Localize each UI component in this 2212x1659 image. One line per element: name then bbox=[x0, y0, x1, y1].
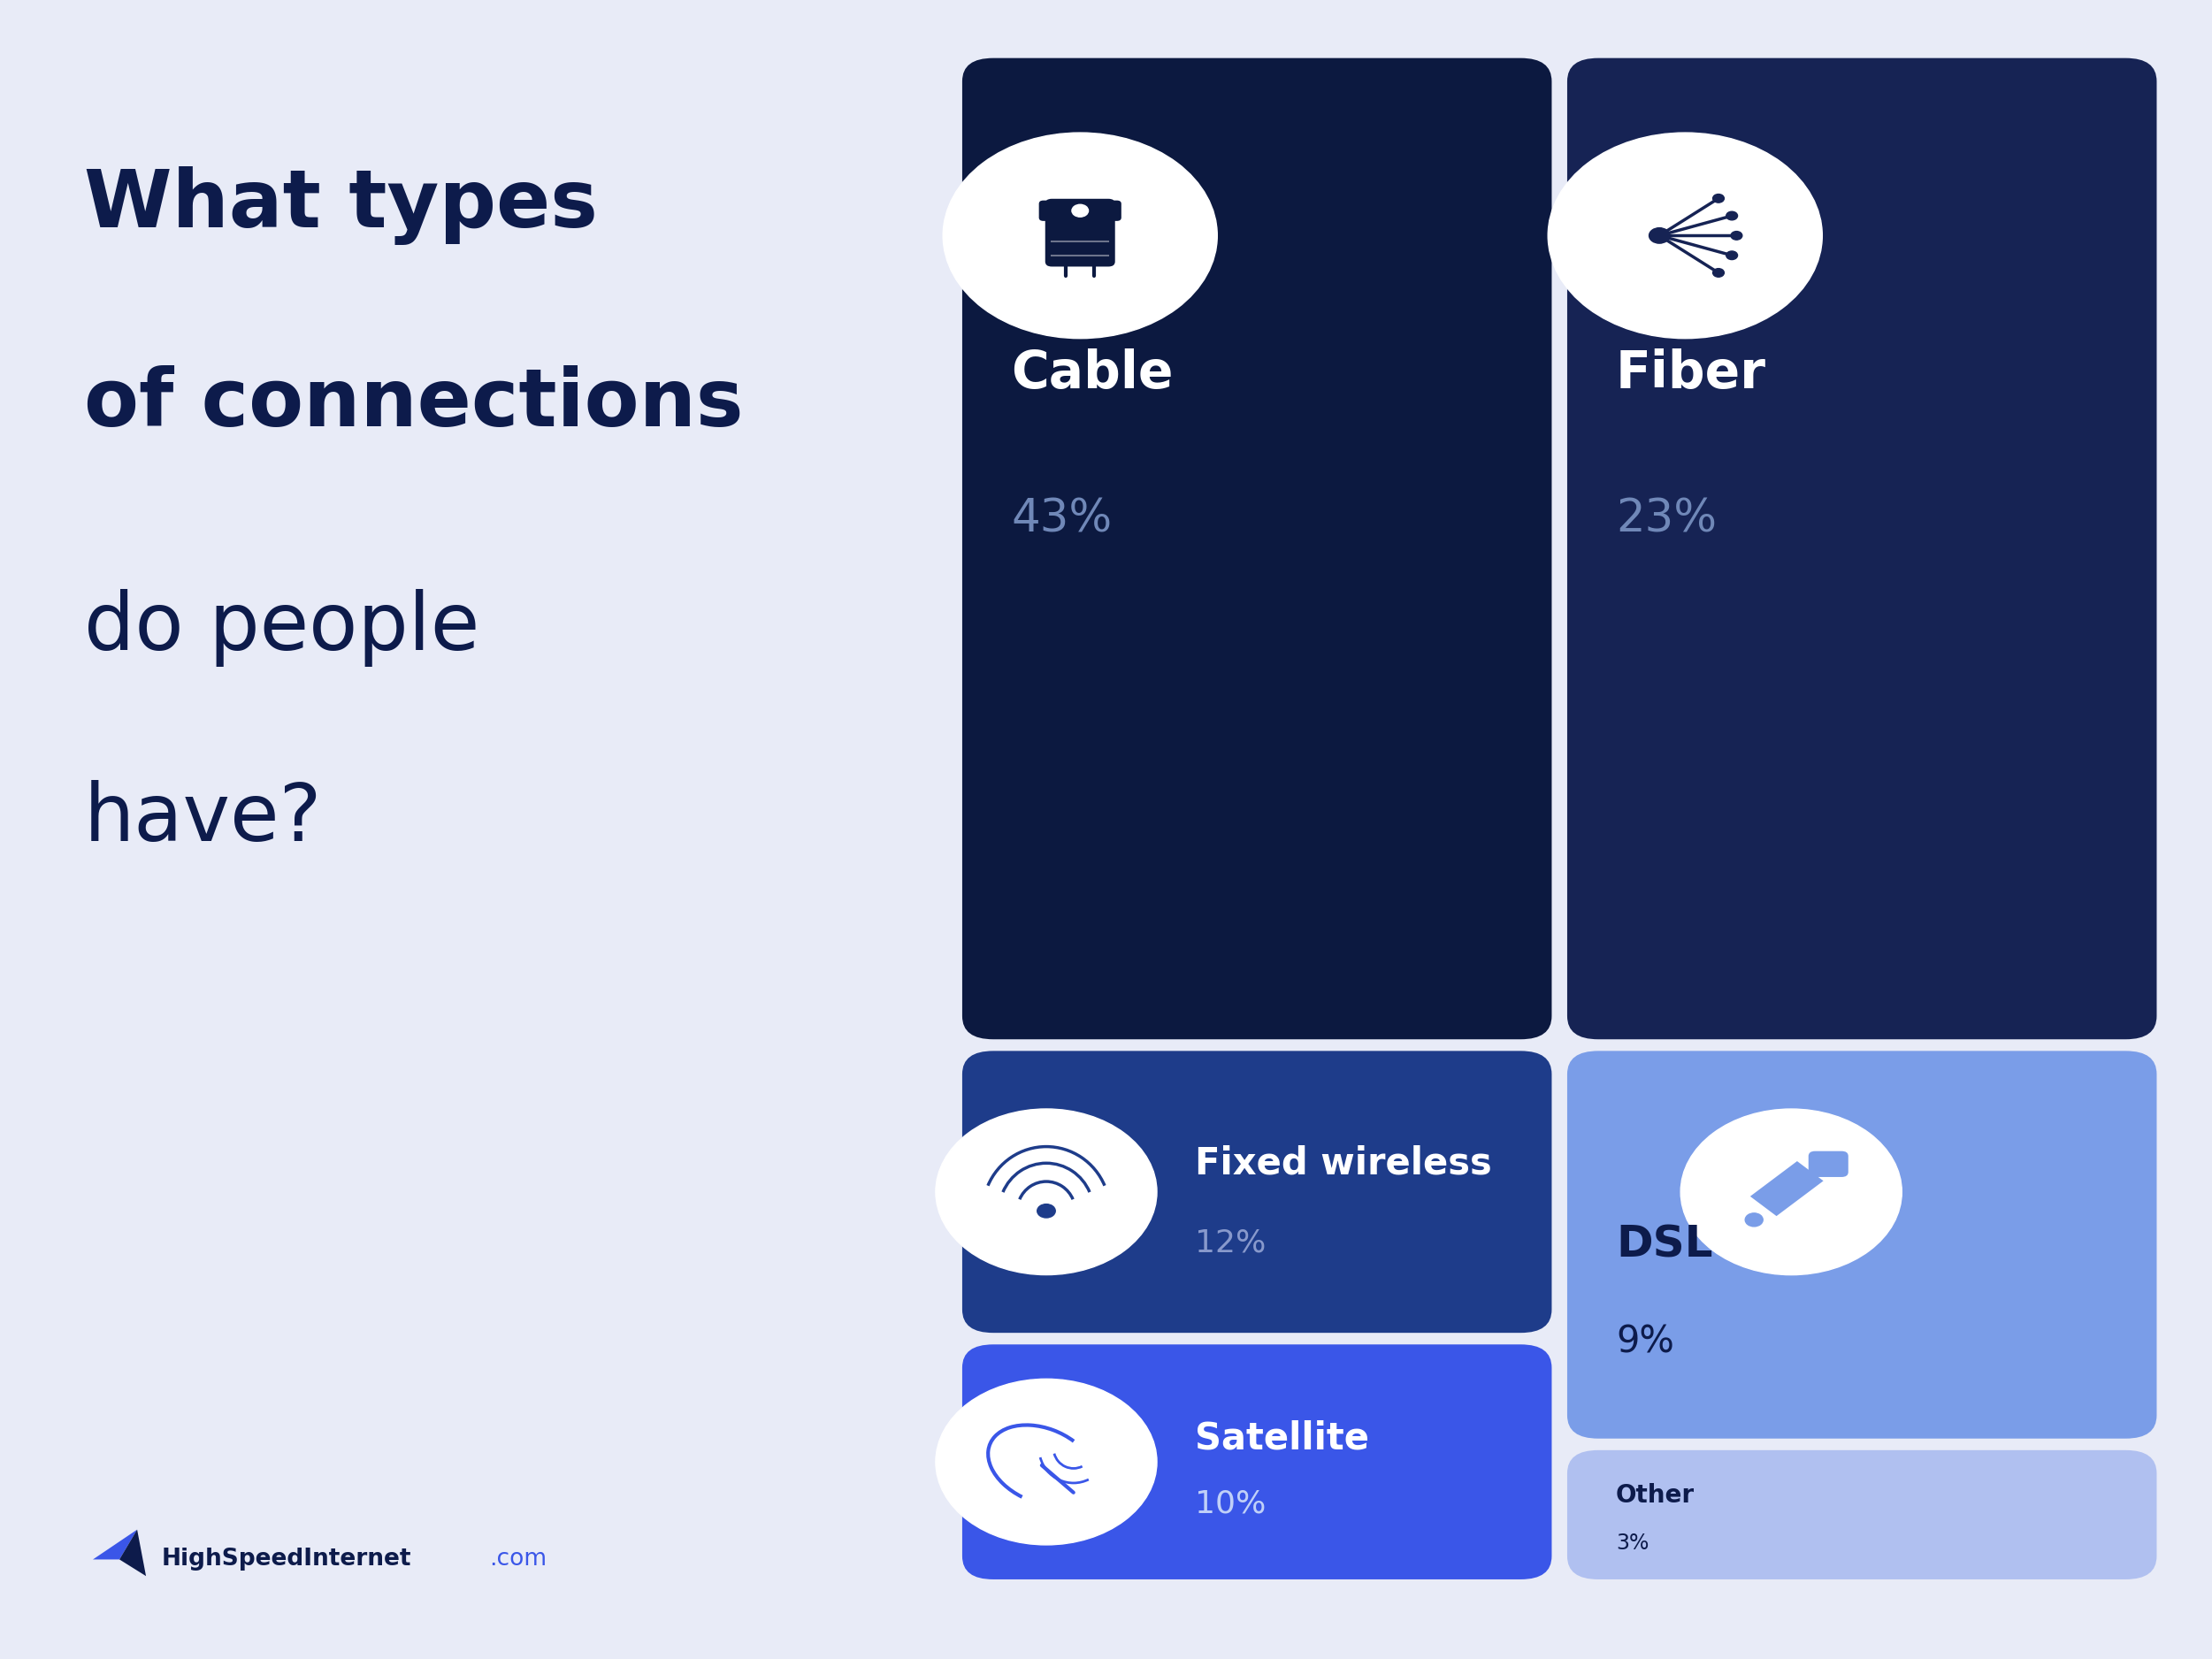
Text: HighSpeedInternet: HighSpeedInternet bbox=[161, 1548, 411, 1571]
Point bbox=[1646, 226, 1672, 246]
Point bbox=[1723, 226, 1750, 246]
Circle shape bbox=[1681, 1108, 1902, 1274]
Circle shape bbox=[1650, 227, 1670, 244]
FancyBboxPatch shape bbox=[1566, 1450, 2157, 1579]
Point bbox=[1095, 231, 1121, 251]
Text: Fixed wireless: Fixed wireless bbox=[1194, 1145, 1491, 1183]
FancyBboxPatch shape bbox=[962, 58, 1553, 1039]
Line: 2 pts: 2 pts bbox=[1659, 236, 1719, 272]
Text: 23%: 23% bbox=[1615, 498, 1717, 542]
Circle shape bbox=[1712, 269, 1723, 277]
Point bbox=[1053, 265, 1079, 285]
Circle shape bbox=[1725, 251, 1739, 259]
Text: of connections: of connections bbox=[84, 365, 743, 443]
Text: do people: do people bbox=[84, 589, 480, 667]
Point bbox=[1029, 1455, 1055, 1475]
Point bbox=[1646, 226, 1672, 246]
Text: Cable: Cable bbox=[1011, 348, 1172, 398]
Text: 9%: 9% bbox=[1615, 1324, 1674, 1360]
Text: Fiber: Fiber bbox=[1615, 348, 1765, 398]
Point bbox=[1646, 226, 1672, 246]
Point bbox=[1719, 246, 1745, 265]
FancyBboxPatch shape bbox=[1809, 1151, 1849, 1176]
Text: 43%: 43% bbox=[1011, 498, 1113, 542]
Point bbox=[1646, 226, 1672, 246]
FancyBboxPatch shape bbox=[1040, 201, 1121, 221]
Circle shape bbox=[942, 133, 1217, 338]
Text: have?: have? bbox=[84, 780, 323, 858]
Text: DSL: DSL bbox=[1615, 1223, 1712, 1266]
Polygon shape bbox=[93, 1530, 137, 1559]
Line: 2 pts: 2 pts bbox=[1042, 1465, 1073, 1493]
Circle shape bbox=[1073, 204, 1088, 217]
Point bbox=[1040, 231, 1066, 251]
Polygon shape bbox=[1750, 1161, 1823, 1216]
Text: 12%: 12% bbox=[1194, 1228, 1265, 1258]
Polygon shape bbox=[119, 1530, 146, 1576]
FancyBboxPatch shape bbox=[962, 1344, 1553, 1579]
Line: 2 pts: 2 pts bbox=[1659, 199, 1719, 236]
Circle shape bbox=[1725, 212, 1739, 221]
Point bbox=[1040, 246, 1066, 265]
Point bbox=[1053, 252, 1079, 272]
Circle shape bbox=[936, 1379, 1157, 1545]
Circle shape bbox=[936, 1108, 1157, 1274]
FancyBboxPatch shape bbox=[1046, 199, 1115, 267]
Text: 3%: 3% bbox=[1615, 1533, 1648, 1554]
Line: 2 pts: 2 pts bbox=[1659, 216, 1732, 236]
Circle shape bbox=[1745, 1213, 1763, 1226]
Point bbox=[1705, 262, 1732, 282]
Point bbox=[1646, 226, 1672, 246]
Text: What types: What types bbox=[84, 166, 597, 244]
FancyBboxPatch shape bbox=[962, 1050, 1553, 1332]
Circle shape bbox=[1037, 1204, 1055, 1218]
Point bbox=[1705, 189, 1732, 209]
Text: Other: Other bbox=[1615, 1483, 1694, 1508]
Point bbox=[1719, 206, 1745, 226]
Circle shape bbox=[1712, 194, 1723, 202]
Point bbox=[1082, 265, 1108, 285]
Point bbox=[1095, 246, 1121, 265]
Circle shape bbox=[1548, 133, 1823, 338]
Text: Satellite: Satellite bbox=[1194, 1420, 1369, 1457]
FancyBboxPatch shape bbox=[1566, 58, 2157, 1039]
Point bbox=[1060, 1483, 1086, 1503]
Text: 10%: 10% bbox=[1194, 1490, 1265, 1520]
Line: 2 pts: 2 pts bbox=[1659, 236, 1732, 255]
Point bbox=[1082, 252, 1108, 272]
Text: .com: .com bbox=[489, 1548, 546, 1571]
FancyBboxPatch shape bbox=[1566, 1050, 2157, 1438]
Circle shape bbox=[1730, 231, 1743, 241]
